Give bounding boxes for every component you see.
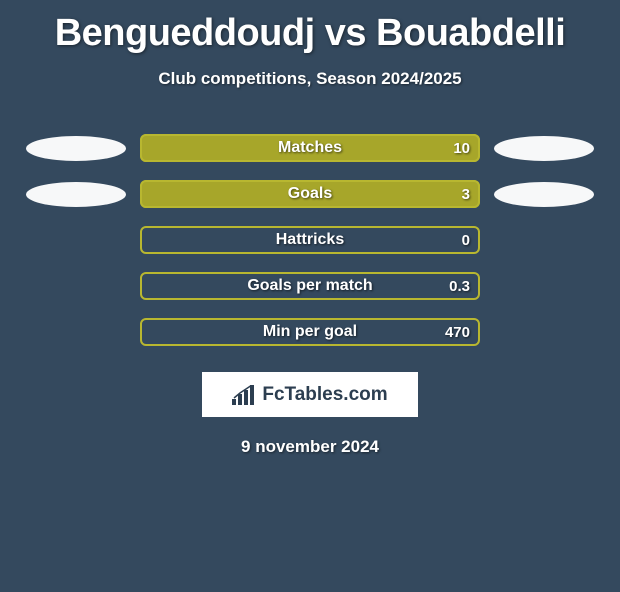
stat-bar: Hattricks0 — [140, 226, 480, 254]
brand-label: FcTables.com — [262, 384, 387, 406]
stat-bar: Goals per match0.3 — [140, 272, 480, 300]
stat-row: Matches10 — [26, 134, 594, 162]
bar-chart-icon — [232, 385, 256, 405]
right-ellipse — [494, 182, 594, 207]
stat-value: 0 — [462, 232, 470, 249]
stat-value: 3 — [462, 186, 470, 203]
date-label: 9 november 2024 — [0, 437, 620, 457]
stat-bar: Min per goal470 — [140, 318, 480, 346]
stat-label: Min per goal — [140, 323, 480, 341]
right-ellipse — [494, 136, 594, 161]
stat-row: Hattricks0 — [26, 226, 594, 254]
stat-label: Hattricks — [140, 231, 480, 249]
stat-bar: Goals3 — [140, 180, 480, 208]
stat-value: 470 — [445, 324, 470, 341]
stat-row: Goals per match0.3 — [26, 272, 594, 300]
stats-container: Matches10 Goals3 Hattricks0 Goals per match… — [0, 134, 620, 346]
stat-label: Goals per match — [140, 277, 480, 295]
page-title: Bengueddoudj vs Bouabdelli — [0, 12, 620, 55]
left-ellipse — [26, 136, 126, 161]
stat-value: 10 — [453, 140, 470, 157]
stat-label: Goals — [140, 185, 480, 203]
stat-value: 0.3 — [449, 278, 470, 295]
stat-row: Min per goal470 — [26, 318, 594, 346]
brand-badge[interactable]: FcTables.com — [202, 372, 418, 417]
left-ellipse — [26, 182, 126, 207]
stat-row: Goals3 — [26, 180, 594, 208]
page-subtitle: Club competitions, Season 2024/2025 — [0, 69, 620, 89]
stat-label: Matches — [140, 139, 480, 157]
stat-bar: Matches10 — [140, 134, 480, 162]
